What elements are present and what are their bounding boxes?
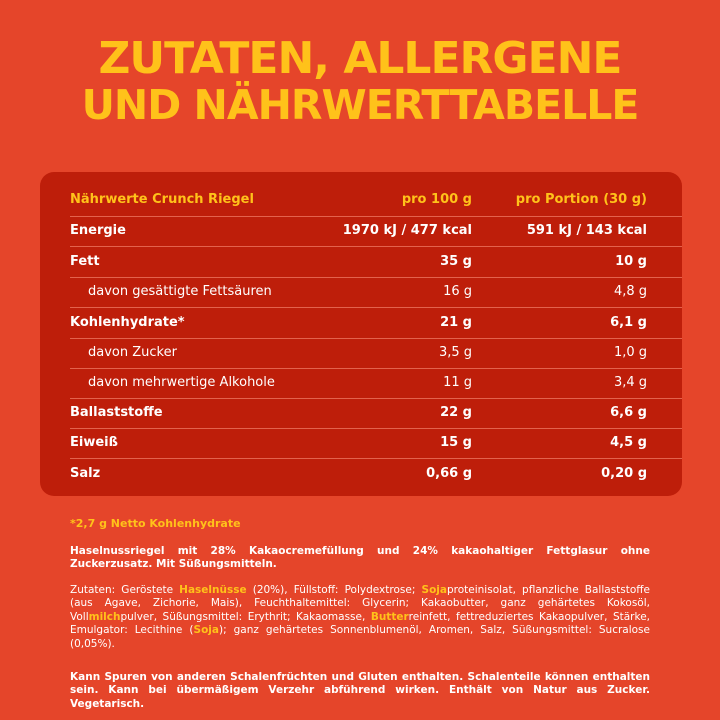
ingredients-segment: proteinisolat, pflanzliche Ballaststoffe… (70, 584, 650, 623)
header-per-100g: pro 100 g (401, 192, 472, 207)
row-per-portion: 591 kJ / 143 kcal (526, 223, 647, 238)
ingredients-text: Zutaten: Geröstete Haselnüsse (20%), Fül… (70, 584, 650, 651)
row-per-portion: 6,1 g (610, 315, 647, 330)
nutrition-table: Nährwerte Crunch Riegel pro 100 g pro Po… (40, 172, 682, 496)
row-label: Energie (70, 223, 126, 238)
row-per-100g: 35 g (440, 254, 472, 269)
row-per-portion: 6,6 g (610, 405, 647, 420)
table-divider (70, 398, 682, 399)
row-per-100g: 3,5 g (438, 345, 472, 360)
ingredients-segment: Zutaten: Geröstete (70, 584, 180, 596)
row-per-portion: 3,4 g (613, 375, 647, 390)
row-per-100g: 22 g (440, 405, 472, 420)
row-label: davon mehrwertige Alkohole (88, 375, 275, 390)
net-carbs-footnote: *2,7 g Netto Kohlenhydrate (70, 517, 241, 530)
row-per-portion: 1,0 g (613, 345, 647, 360)
ingredients-segment: reinfett, fettreduziertes Kakaopulver, S… (70, 610, 650, 637)
table-row: Energie 1970 kJ / 477 kcal 591 kJ / 143 … (40, 216, 682, 246)
table-divider (70, 428, 682, 429)
row-per-portion: 4,8 g (613, 284, 647, 299)
allergen-highlight: Soja (193, 624, 219, 637)
table-divider (70, 246, 682, 247)
row-label: Kohlenhydrate* (70, 315, 185, 330)
product-description: Haselnussriegel mit 28% Kakaocremefüllun… (70, 545, 650, 571)
table-row: davon Zucker 3,5 g 1,0 g (40, 338, 682, 368)
table-divider (70, 458, 682, 459)
ingredients-segment: pulver, Süßungsmittel: Erythrit; Kakaoma… (120, 610, 371, 623)
table-row: davon gesättigte Fettsäuren 16 g 4,8 g (40, 277, 682, 307)
allergen-highlight: Soja (421, 584, 447, 596)
row-label: Salz (70, 466, 101, 481)
row-per-portion: 10 g (615, 254, 647, 269)
table-divider (70, 338, 682, 339)
row-per-100g: 11 g (443, 375, 472, 390)
table-row: davon mehrwertige Alkohole 11 g 3,4 g (40, 368, 682, 398)
row-label: davon Zucker (88, 345, 177, 360)
table-row: Eiweiß 15 g 4,5 g (40, 428, 682, 458)
table-divider (70, 277, 682, 278)
row-label: Eiweiß (70, 435, 118, 450)
row-label: davon gesättigte Fettsäuren (88, 284, 272, 299)
row-per-100g: 1970 kJ / 477 kcal (342, 223, 472, 238)
allergen-highlight: Butter (370, 610, 409, 623)
page-title-line-2: UND NÄHRWERTTABELLE (81, 81, 640, 129)
row-per-100g: 15 g (440, 435, 472, 450)
row-per-portion: 0,20 g (601, 466, 647, 481)
page-title: ZUTATEN, ALLERGENE UND NÄHRWERTTABELLE (0, 33, 720, 129)
ingredients-segment: ); ganz gehärtetes Sonnenblumenöl, Arome… (70, 624, 650, 650)
header-per-portion: pro Portion (30 g) (515, 192, 647, 207)
header-label: Nährwerte Crunch Riegel (70, 192, 254, 207)
table-row: Ballaststoffe 22 g 6,6 g (40, 398, 682, 428)
page-title-line-1: ZUTATEN, ALLERGENE (98, 33, 623, 84)
row-per-portion: 4,5 g (610, 435, 647, 450)
ingredients-segment: (20%), Füllstoff: Polydextrose; (246, 584, 422, 596)
allergy-warning: Kann Spuren von anderen Schalenfrüchten … (70, 671, 650, 710)
table-divider (70, 216, 682, 217)
table-row: Salz 0,66 g 0,20 g (40, 459, 682, 489)
allergen-highlight: Haselnüsse (179, 584, 247, 596)
allergen-highlight: milch (88, 610, 121, 623)
row-label: Ballaststoffe (70, 405, 163, 420)
row-per-100g: 16 g (443, 284, 472, 299)
table-row: Fett 35 g 10 g (40, 247, 682, 277)
table-divider (70, 307, 682, 308)
row-per-100g: 0,66 g (426, 466, 472, 481)
table-row: Kohlenhydrate* 21 g 6,1 g (40, 308, 682, 338)
row-label: Fett (70, 254, 100, 269)
row-per-100g: 21 g (440, 315, 472, 330)
table-header-row: Nährwerte Crunch Riegel pro 100 g pro Po… (40, 185, 682, 215)
table-divider (70, 368, 682, 369)
